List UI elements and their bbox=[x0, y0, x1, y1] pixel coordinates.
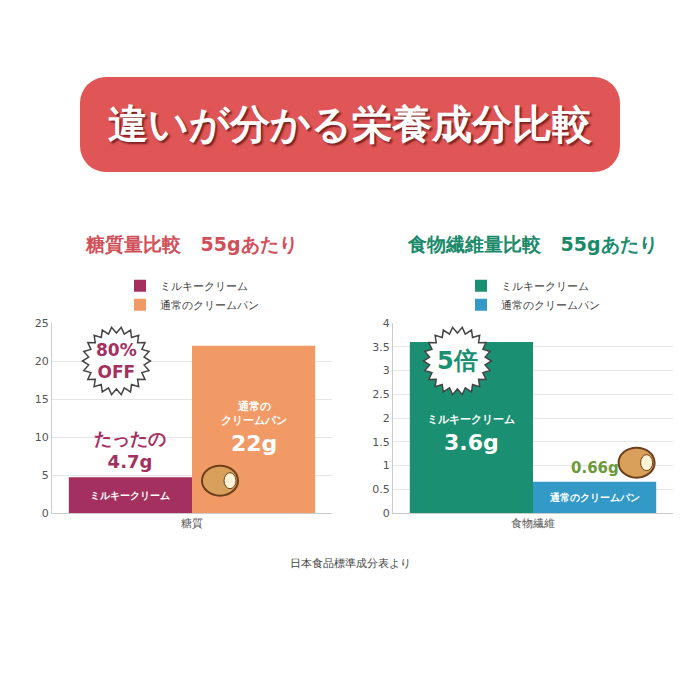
svg-text:10: 10 bbox=[35, 431, 49, 444]
svg-text:5: 5 bbox=[42, 469, 49, 482]
svg-text:通常のクリームパン: 通常のクリームパン bbox=[501, 299, 600, 312]
svg-text:0: 0 bbox=[383, 507, 390, 520]
svg-text:ミルキークリーム: ミルキークリーム bbox=[90, 490, 170, 501]
svg-text:15: 15 bbox=[35, 393, 49, 406]
svg-text:1.5: 1.5 bbox=[372, 436, 390, 449]
html-text:日本食品標準成分表より: 日本食品標準成分表より bbox=[289, 557, 411, 570]
svg-text:80%OFF: 80%OFF bbox=[96, 340, 137, 382]
svg-text:3: 3 bbox=[383, 364, 390, 377]
svg-text:ミルキークリーム: ミルキークリーム bbox=[160, 280, 248, 293]
svg-text:0.5: 0.5 bbox=[372, 483, 390, 496]
svg-text:たったの4.7g: たったの4.7g bbox=[94, 428, 166, 472]
svg-text:通常のクリームパン: 通常のクリームパン bbox=[160, 299, 259, 312]
svg-text:ミルキークリーム: ミルキークリーム bbox=[427, 413, 515, 426]
svg-text:3.5: 3.5 bbox=[372, 341, 390, 354]
svg-text:通常のクリームパン: 通常のクリームパン bbox=[549, 492, 640, 503]
svg-text:食物繊維: 食物繊維 bbox=[511, 517, 555, 530]
svg-text:糖質量比較 55gあたり: 糖質量比較 55gあたり bbox=[85, 233, 297, 255]
svg-text:2.5: 2.5 bbox=[372, 388, 390, 401]
svg-text:通常のクリームパン: 通常のクリームパン bbox=[221, 400, 287, 427]
svg-text:1: 1 bbox=[383, 459, 390, 472]
svg-text:2: 2 bbox=[383, 412, 390, 425]
svg-text:25: 25 bbox=[35, 317, 49, 330]
svg-text:3.6g: 3.6g bbox=[444, 430, 499, 455]
svg-text:糖質: 糖質 bbox=[181, 517, 203, 530]
svg-text:22g: 22g bbox=[231, 431, 277, 456]
html-text:違いが分かる栄養成分比較: 違いが分かる栄養成分比較 bbox=[108, 101, 592, 147]
svg-text:ミルキークリーム: ミルキークリーム bbox=[501, 280, 589, 293]
svg-text:20: 20 bbox=[35, 355, 49, 368]
svg-text:0: 0 bbox=[42, 507, 49, 520]
svg-text:0.66g: 0.66g bbox=[571, 459, 619, 477]
svg-text:5倍: 5倍 bbox=[437, 347, 478, 375]
svg-text:食物繊維量比較 55gあたり: 食物繊維量比較 55gあたり bbox=[407, 233, 657, 255]
svg-text:4: 4 bbox=[383, 317, 390, 330]
